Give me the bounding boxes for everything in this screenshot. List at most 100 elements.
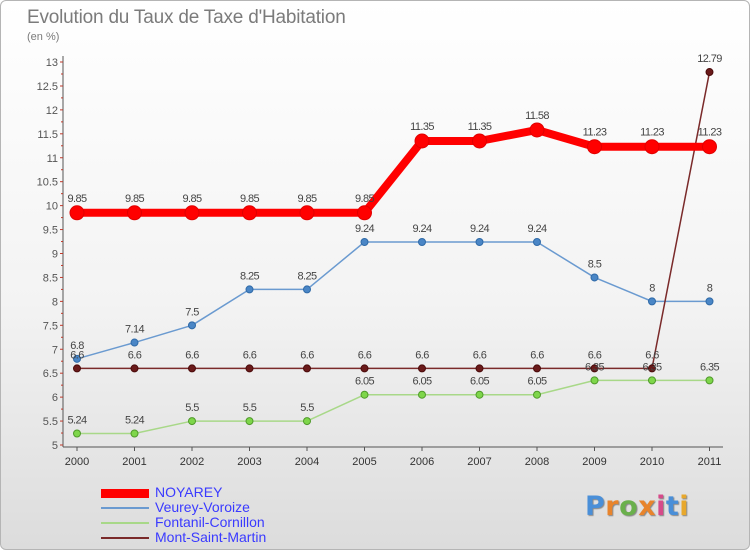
y-tick-label: 12 <box>46 105 58 117</box>
data-label: 6.6 <box>300 349 314 361</box>
data-point <box>590 376 599 385</box>
data-label: 9.24 <box>355 223 374 235</box>
data-point <box>130 429 139 438</box>
series-line <box>77 125 710 217</box>
data-point <box>648 376 656 385</box>
y-tick-label: 10.5 <box>37 177 58 189</box>
data-point <box>73 429 81 438</box>
data-point <box>587 139 602 155</box>
chart-title: Evolution du Taux de Taxe d'Habitation <box>27 7 346 28</box>
data-point <box>418 238 426 247</box>
data-point <box>130 338 139 347</box>
data-point <box>418 390 426 399</box>
data-point <box>242 205 257 221</box>
data-point <box>590 273 599 282</box>
data-point <box>533 238 541 247</box>
data-labels-mont-saint-martin: 6.6 6.6 6.6 6.6 6.6 6.6 6.6 6.6 6.6 6.6 6.6 12.79 <box>70 53 723 361</box>
legend-swatch <box>101 522 149 524</box>
data-label: 6.6 <box>588 349 602 361</box>
data-point <box>648 364 656 373</box>
data-label: 6.35 <box>585 361 604 373</box>
data-label: 6.6 <box>415 349 429 361</box>
x-tick-label: 2000 <box>65 456 89 468</box>
data-label: 6.05 <box>355 376 374 388</box>
data-point <box>360 238 369 247</box>
data-point <box>73 354 81 363</box>
data-label: 6.05 <box>527 376 546 388</box>
y-tick-label: 5 <box>52 440 58 452</box>
series-mont-saint-martin <box>73 68 714 373</box>
x-tick-label: 2004 <box>295 456 319 468</box>
series-line <box>76 241 710 360</box>
data-point <box>705 376 714 385</box>
x-tick-label: 2007 <box>467 456 491 468</box>
data-labels-noyarey: 9.85 9.85 9.85 9.85 9.85 9.85 11.35 11.35 11.58 1… <box>67 110 722 205</box>
y-tick-label: 11 <box>47 153 58 165</box>
data-label: 5.5 <box>243 402 257 414</box>
data-label: 11.23 <box>698 127 722 139</box>
data-point <box>127 205 142 221</box>
x-tick-label: 2010 <box>640 456 664 468</box>
data-point <box>188 417 196 426</box>
data-point <box>303 417 311 426</box>
x-tick-label: 2003 <box>237 456 261 468</box>
data-label: 8.25 <box>297 270 316 282</box>
y-tick-label: 5.5 <box>43 416 58 428</box>
x-axis-ticks: 2000 2001 2002 2003 2004 2005 2006 2007 2008 2009… <box>65 447 722 468</box>
y-tick-label: 10 <box>46 201 58 213</box>
data-label: 6.6 <box>128 349 142 361</box>
y-tick-label: 9 <box>52 249 58 261</box>
data-label: 5.5 <box>185 402 199 414</box>
data-point <box>705 297 714 306</box>
data-point <box>69 205 85 221</box>
y-tick-label: 8.5 <box>43 272 58 284</box>
data-label: 9.85 <box>125 193 144 205</box>
data-label: 6.6 <box>243 349 257 361</box>
series-line <box>77 379 710 435</box>
data-label: 8.5 <box>588 258 602 270</box>
data-label: 11.58 <box>525 110 549 122</box>
x-tick-label: 2005 <box>352 456 376 468</box>
legend-swatch <box>101 488 149 498</box>
x-tick-label: 2006 <box>410 456 434 468</box>
data-label: 7.5 <box>185 306 199 318</box>
y-tick-label: 6.5 <box>43 368 58 380</box>
data-label: 12.79 <box>697 53 722 65</box>
data-point <box>73 364 81 373</box>
data-label: 5.24 <box>125 415 144 427</box>
data-label: 5.5 <box>300 402 314 414</box>
data-point <box>245 285 254 294</box>
data-point <box>360 364 369 373</box>
data-point <box>475 238 484 247</box>
data-label: 6.6 <box>358 349 372 361</box>
data-label: 6.6 <box>645 349 659 361</box>
series-veurey-voroize <box>73 238 714 363</box>
data-label: 11.23 <box>583 127 607 139</box>
data-label: 11.23 <box>640 127 664 139</box>
data-point <box>529 122 545 138</box>
data-point <box>184 205 200 221</box>
data-label: 6.05 <box>412 376 431 388</box>
data-label: 6.6 <box>530 349 544 361</box>
logo-letter: x <box>638 491 657 522</box>
data-point <box>702 139 717 155</box>
x-tick-label: 2011 <box>698 456 722 468</box>
data-label: 6.05 <box>470 376 489 388</box>
data-label: 6.6 <box>70 349 84 361</box>
y-tick-label: 7.5 <box>43 320 58 332</box>
series-line <box>77 71 711 370</box>
data-label: 9.85 <box>240 193 259 205</box>
data-label: 7.14 <box>125 324 144 336</box>
y-tick-label: 6 <box>52 392 58 404</box>
logo-letter: t <box>665 491 680 522</box>
legend-swatch <box>101 537 149 539</box>
data-label: 11.35 <box>410 121 434 133</box>
data-label: 9.24 <box>527 223 546 235</box>
data-label: 6.6 <box>473 349 487 361</box>
data-label: 9.85 <box>355 193 374 205</box>
logo-letter: r <box>605 491 620 522</box>
data-point <box>245 417 254 426</box>
data-label: 6.35 <box>700 361 719 373</box>
data-point <box>188 364 196 373</box>
